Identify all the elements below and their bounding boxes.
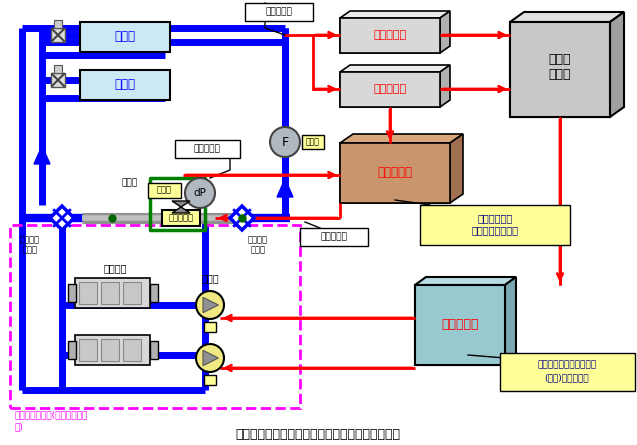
Bar xyxy=(340,72,440,107)
Polygon shape xyxy=(450,134,463,203)
Bar xyxy=(340,18,440,53)
Polygon shape xyxy=(440,11,450,53)
Bar xyxy=(79,282,97,304)
Text: モデリング範囲(ポンプユニッ: モデリング範囲(ポンプユニッ xyxy=(15,410,89,420)
Text: バルブ開度: バルブ開度 xyxy=(320,232,347,242)
Polygon shape xyxy=(505,277,516,365)
Polygon shape xyxy=(340,11,450,18)
Text: ト): ト) xyxy=(15,422,24,432)
Text: 熱源機器: 熱源機器 xyxy=(103,263,127,273)
Polygon shape xyxy=(340,143,450,203)
Bar xyxy=(148,183,181,198)
Bar xyxy=(162,210,200,226)
Polygon shape xyxy=(440,65,450,107)
Polygon shape xyxy=(340,72,440,107)
Polygon shape xyxy=(340,65,450,72)
Polygon shape xyxy=(340,134,463,143)
Bar xyxy=(101,339,119,361)
Bar xyxy=(123,282,141,304)
Polygon shape xyxy=(415,285,505,365)
Polygon shape xyxy=(50,206,74,230)
Polygon shape xyxy=(610,12,624,117)
Text: dP: dP xyxy=(194,188,206,198)
Text: （還）: （還） xyxy=(250,246,266,255)
Text: インバータ: インバータ xyxy=(441,319,479,332)
Bar xyxy=(510,22,610,117)
Bar xyxy=(80,22,170,52)
Bar xyxy=(204,322,216,332)
Bar xyxy=(75,278,150,308)
Bar xyxy=(300,228,368,246)
Text: バイパス弁: バイパス弁 xyxy=(169,214,194,222)
Polygon shape xyxy=(510,22,610,117)
Bar xyxy=(54,65,62,73)
Bar xyxy=(10,225,300,408)
Text: ヘッダー: ヘッダー xyxy=(20,235,40,244)
Text: 圧力演算部: 圧力演算部 xyxy=(373,84,406,94)
Bar xyxy=(204,375,216,385)
Text: 最適な圧力の: 最適な圧力の xyxy=(477,213,513,223)
Text: F: F xyxy=(282,135,289,149)
Bar xyxy=(54,20,62,28)
Bar xyxy=(150,284,158,302)
Bar xyxy=(150,341,158,359)
Circle shape xyxy=(196,344,224,372)
Text: (流量)を可変制御: (流量)を可変制御 xyxy=(545,373,589,383)
Polygon shape xyxy=(34,146,50,164)
Text: 周波数
演算部: 周波数 演算部 xyxy=(548,53,571,81)
Bar xyxy=(68,284,76,302)
Polygon shape xyxy=(172,201,190,207)
Text: 最適なポンプ運転周波数: 最適なポンプ運転周波数 xyxy=(538,360,597,369)
Bar xyxy=(415,285,505,365)
Circle shape xyxy=(185,178,215,208)
Text: 圧力調節計: 圧力調節計 xyxy=(378,166,413,179)
Circle shape xyxy=(270,127,300,157)
Text: 差圧計: 差圧計 xyxy=(122,178,138,187)
Text: 空調機: 空調機 xyxy=(115,31,136,44)
Bar xyxy=(101,282,119,304)
Bar xyxy=(123,339,141,361)
Text: （注）: （注） xyxy=(22,246,38,255)
Text: 目標値を可変制御: 目標値を可変制御 xyxy=(471,225,519,235)
Text: 流量計: 流量計 xyxy=(306,138,320,146)
Polygon shape xyxy=(277,179,293,197)
Bar xyxy=(79,339,97,361)
Polygon shape xyxy=(230,206,254,230)
Bar xyxy=(175,140,240,158)
Text: 流量測定値: 流量測定値 xyxy=(266,8,292,16)
Polygon shape xyxy=(203,350,218,366)
Polygon shape xyxy=(172,207,190,213)
Bar xyxy=(340,143,450,203)
Text: 空調機: 空調機 xyxy=(115,78,136,92)
Circle shape xyxy=(196,291,224,319)
Bar xyxy=(245,3,313,21)
Bar xyxy=(500,353,635,391)
Polygon shape xyxy=(340,18,440,53)
Bar xyxy=(75,335,150,365)
Polygon shape xyxy=(203,297,218,313)
Bar xyxy=(68,341,76,359)
Text: 流量演算部: 流量演算部 xyxy=(373,30,406,40)
Text: ポンプ: ポンプ xyxy=(201,273,219,283)
Polygon shape xyxy=(415,277,516,285)
Bar xyxy=(51,73,65,87)
Bar xyxy=(80,70,170,100)
Bar xyxy=(51,28,65,42)
Text: 熱源システムのモデリングによるポンプ制御技術: 熱源システムのモデリングによるポンプ制御技術 xyxy=(236,429,401,441)
Text: ヘッダー: ヘッダー xyxy=(248,235,268,244)
Bar xyxy=(420,205,570,245)
Text: 差圧計: 差圧計 xyxy=(157,186,171,194)
Polygon shape xyxy=(510,12,624,22)
Text: 圧力測定値: 圧力測定値 xyxy=(194,145,220,154)
Bar xyxy=(302,135,324,149)
